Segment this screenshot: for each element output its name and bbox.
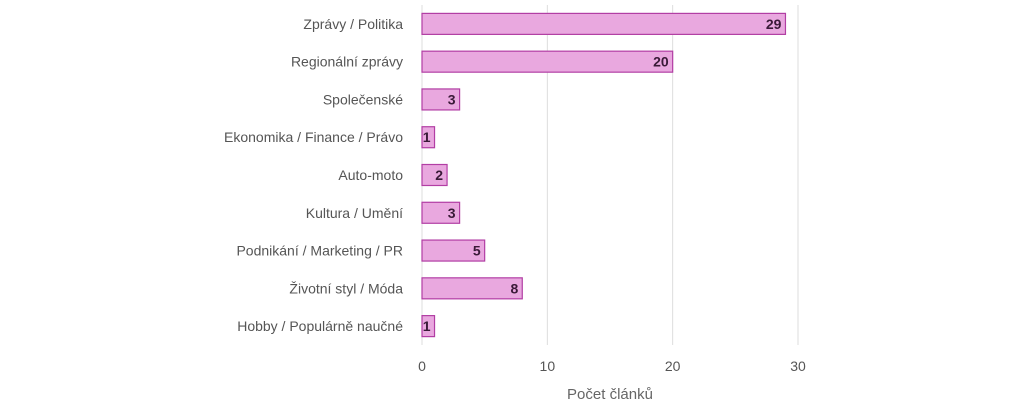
bar: [421, 12, 787, 35]
category-labels: Zprávy / Politika Regionální zprávy Společ…: [224, 16, 403, 334]
bar: [421, 163, 448, 187]
x-tick-label: 10: [540, 358, 556, 374]
category-label: Zprávy / Politika: [303, 16, 403, 32]
category-label: Podnikání / Marketing / PR: [236, 243, 403, 259]
bar: [421, 50, 674, 73]
data-label: 2: [435, 167, 443, 183]
data-label: 5: [473, 243, 481, 259]
x-tick-label: 0: [418, 358, 426, 374]
category-label: Auto-moto: [338, 167, 403, 183]
bar: [421, 88, 461, 111]
x-tick-label: 20: [665, 358, 681, 374]
data-labels: 29 20 3 1 2 3 5 8 1: [423, 16, 782, 334]
x-axis-title: Počet článků: [567, 386, 653, 403]
bar: [421, 126, 436, 149]
category-label: Hobby / Populárně naučné: [237, 318, 403, 334]
category-label: Kultura / Umění: [306, 205, 403, 221]
data-label: 3: [448, 91, 456, 107]
data-label: 1: [423, 129, 431, 145]
category-label: Regionální zprávy: [291, 54, 403, 70]
data-label: 1: [423, 318, 431, 334]
bar: [421, 315, 436, 338]
category-label: Společenské: [323, 91, 403, 107]
data-label: 29: [766, 16, 782, 32]
x-tick-label: 30: [790, 358, 806, 374]
bar: [421, 201, 461, 224]
data-label: 8: [510, 280, 518, 296]
bars: [421, 12, 787, 338]
category-label: Životní styl / Móda: [289, 280, 403, 296]
data-label: 20: [653, 54, 669, 70]
x-axis-ticks: 0 10 20 30: [418, 358, 806, 374]
bar: [421, 239, 486, 262]
bar: [421, 277, 523, 300]
data-label: 3: [448, 205, 456, 221]
category-label: Ekonomika / Finance / Právo: [224, 129, 403, 145]
